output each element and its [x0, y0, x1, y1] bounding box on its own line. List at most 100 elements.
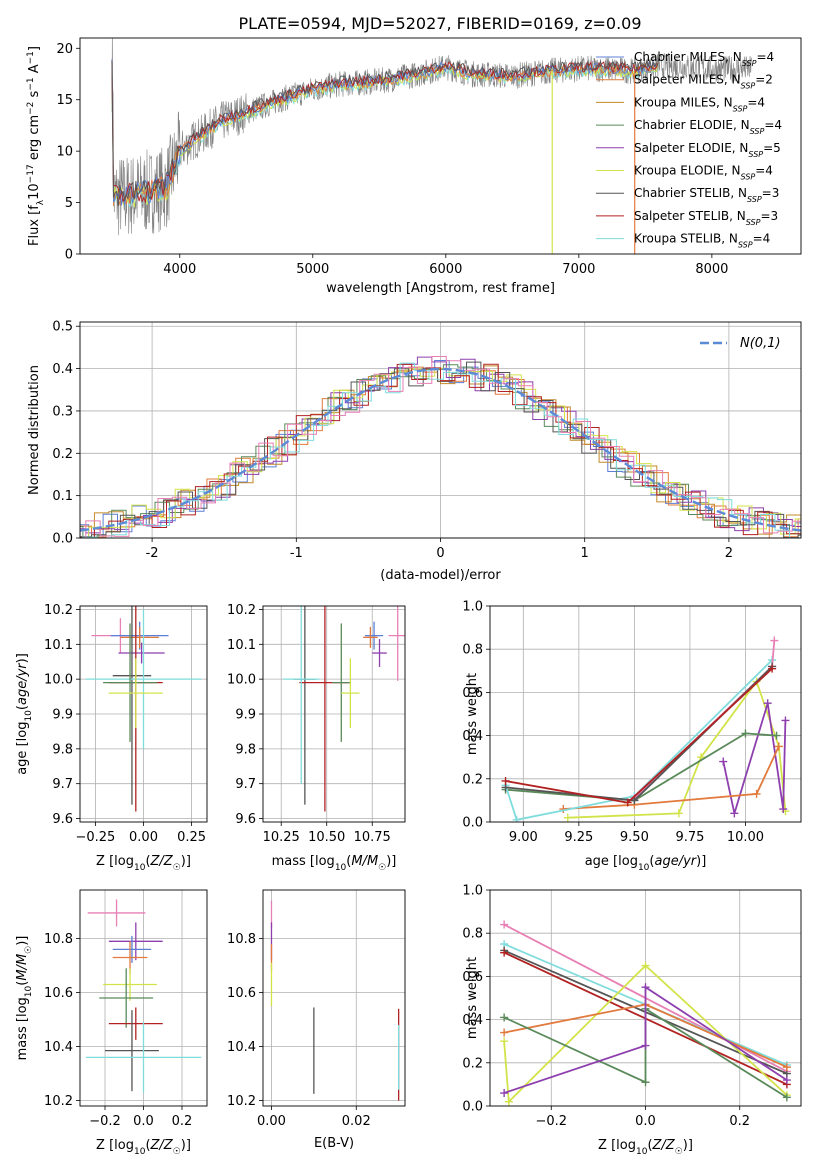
- legend-entry-count: =3: [760, 209, 778, 223]
- series-line: [567, 679, 787, 819]
- label-part: A: [27, 64, 42, 77]
- panel-mass_vs_ebv: 0.00 0.02 10.2 10.4 10.6 10.8 E(B-V): [227, 889, 406, 1151]
- y-tick-label: 0.4: [462, 729, 483, 744]
- y-tick-label: 0: [65, 248, 73, 263]
- series-marker: [630, 796, 639, 805]
- y-tick-label: 1.0: [462, 600, 483, 615]
- series-marker: [781, 716, 790, 725]
- y-tick-label: 0.5: [52, 320, 73, 335]
- panel-age_vs_mass: 10.25 10.50 10.75 9.6 9.7 9.8 9.9 10.0 10.1 10.2 m…: [227, 603, 406, 873]
- label-part: −17: [26, 164, 36, 183]
- x-tick-label: 1: [581, 546, 589, 561]
- label-part: ☉: [173, 1147, 181, 1157]
- legend-entry-name: Chabrier MILES, N: [634, 50, 742, 64]
- series-marker: [772, 731, 781, 740]
- legend-entry: Kroupa ELODIE, NSSP=4: [634, 164, 773, 182]
- y-tick-label: 10.8: [44, 932, 73, 947]
- legend-entry: Kroupa STELIB, NSSP=4: [634, 232, 770, 250]
- series-marker: [770, 636, 779, 645]
- histogram-step: [80, 360, 801, 538]
- y-tick-label: 0.2: [462, 1056, 483, 1071]
- histogram-step: [80, 363, 801, 538]
- y-axis-label: mass [log10(M/M☉)]: [15, 936, 34, 1061]
- y-tick-label: 9.8: [52, 742, 73, 757]
- plot-area: [85, 606, 202, 812]
- label-part: 10: [636, 1147, 648, 1157]
- label-part: Z [log: [96, 1138, 134, 1153]
- label-part: )]: [683, 1138, 693, 1153]
- x-tick-label: 4000: [163, 262, 196, 277]
- y-tick-label: 9.9: [235, 708, 256, 723]
- y-tick-label: 10.1: [44, 638, 73, 653]
- y-tick-label: 0.0: [462, 816, 483, 831]
- y-tick-label: 0.1: [52, 489, 73, 504]
- series-marker: [641, 1041, 650, 1050]
- series-marker: [752, 789, 761, 798]
- legend-entry-sub: SSP: [748, 149, 763, 158]
- series-line: [505, 732, 777, 802]
- plot-area: [501, 636, 790, 822]
- panel-residuals: -2 -1 0 1 2 0.0 0.1 0.2 0.3 0.4 0.5 (data-model)/er…: [27, 320, 802, 583]
- panel-spectrum: 4000 5000 6000 7000 8000 0 5 10 15 20 wavelength […: [26, 37, 802, 296]
- label-part: 10: [335, 863, 347, 873]
- label-part: Flux [f: [27, 205, 42, 246]
- x-tick-label: 0.0: [133, 1114, 154, 1129]
- y-tick-label: 0.2: [52, 447, 73, 462]
- x-axis-label: mass [log10(M/M☉)]: [272, 854, 397, 873]
- label-part: −2: [26, 102, 36, 115]
- label-part: (: [647, 1138, 652, 1153]
- x-tick-label: 0.2: [729, 1114, 750, 1129]
- label-part: age [log: [15, 722, 30, 775]
- label-part: (: [346, 854, 351, 869]
- y-tick-label: 0.0: [52, 532, 73, 547]
- histogram-step: [80, 361, 801, 538]
- y-axis-label: Flux [fλ10−17 erg cm−2 s−1 A−1]: [26, 46, 46, 246]
- series-marker: [719, 757, 728, 766]
- y-tick-label: 0.2: [462, 772, 483, 787]
- legend-entry: N(0,1): [740, 336, 781, 351]
- gaussian-curve: [80, 367, 801, 532]
- label-part: )]: [181, 1138, 191, 1153]
- y-tick-label: 0.0: [462, 1100, 483, 1115]
- series-line: [503, 985, 788, 1094]
- label-part: )]: [15, 936, 30, 946]
- series-marker: [500, 1037, 509, 1046]
- label-part: s: [27, 90, 42, 101]
- series-marker: [500, 1028, 509, 1037]
- panel-massweight_vs_Z: −0.2 0.0 0.2 0.0 0.2 0.4 0.6 0.8 1.0 mass weight Z…: [462, 884, 802, 1157]
- series-marker: [641, 1078, 650, 1087]
- legend-entry: Salpeter STELIB, NSSP=3: [634, 209, 778, 227]
- label-part: ☉: [173, 863, 181, 873]
- label-part: 10: [134, 863, 146, 873]
- panel-massweight_vs_age: 9.00 9.25 9.50 9.75 10.00 0.0 0.2 0.4 0.6 0.8 1.0 m…: [462, 600, 802, 873]
- legend-entry: Salpeter MILES, NSSP=2: [634, 73, 773, 91]
- series-marker: [623, 798, 632, 807]
- legend-entry-sub: SSP: [750, 127, 765, 136]
- series-marker: [504, 1097, 513, 1106]
- legend-entry-sub: SSP: [747, 195, 762, 204]
- histogram-step: [80, 362, 801, 538]
- plot-area: [85, 899, 202, 1093]
- legend-entry-sub: SSP: [741, 172, 756, 181]
- axes-frame: [262, 889, 406, 1107]
- label-part: M/M: [15, 954, 30, 981]
- y-tick-label: 9.8: [235, 742, 256, 757]
- legend-entry-name: Chabrier STELIB, N: [634, 186, 747, 200]
- legend-entry-count: =5: [763, 141, 781, 155]
- plot-area: [500, 920, 791, 1106]
- y-tick-label: 20: [56, 42, 73, 57]
- y-tick-label: 9.7: [235, 777, 256, 792]
- legend-entry-sub: SSP: [746, 217, 761, 226]
- x-axis-label: (data-model)/error: [380, 568, 501, 583]
- y-tick-label: 10.0: [44, 673, 73, 688]
- plot-area: [270, 900, 400, 1101]
- axes-frame: [489, 605, 802, 823]
- y-tick-label: 0.8: [462, 927, 483, 942]
- panel-mass_vs_Z: −0.2 0.0 0.210.210.410.610.8Z [log10(Z/Z☉)…: [15, 889, 208, 1157]
- x-tick-label: 8000: [695, 262, 728, 277]
- x-tick-label: 0.0: [635, 1114, 656, 1129]
- series-marker: [779, 805, 788, 814]
- legend-entry-count: =4: [747, 95, 765, 109]
- y-tick-label: 10.0: [227, 673, 256, 688]
- y-tick-label: 0.3: [52, 404, 73, 419]
